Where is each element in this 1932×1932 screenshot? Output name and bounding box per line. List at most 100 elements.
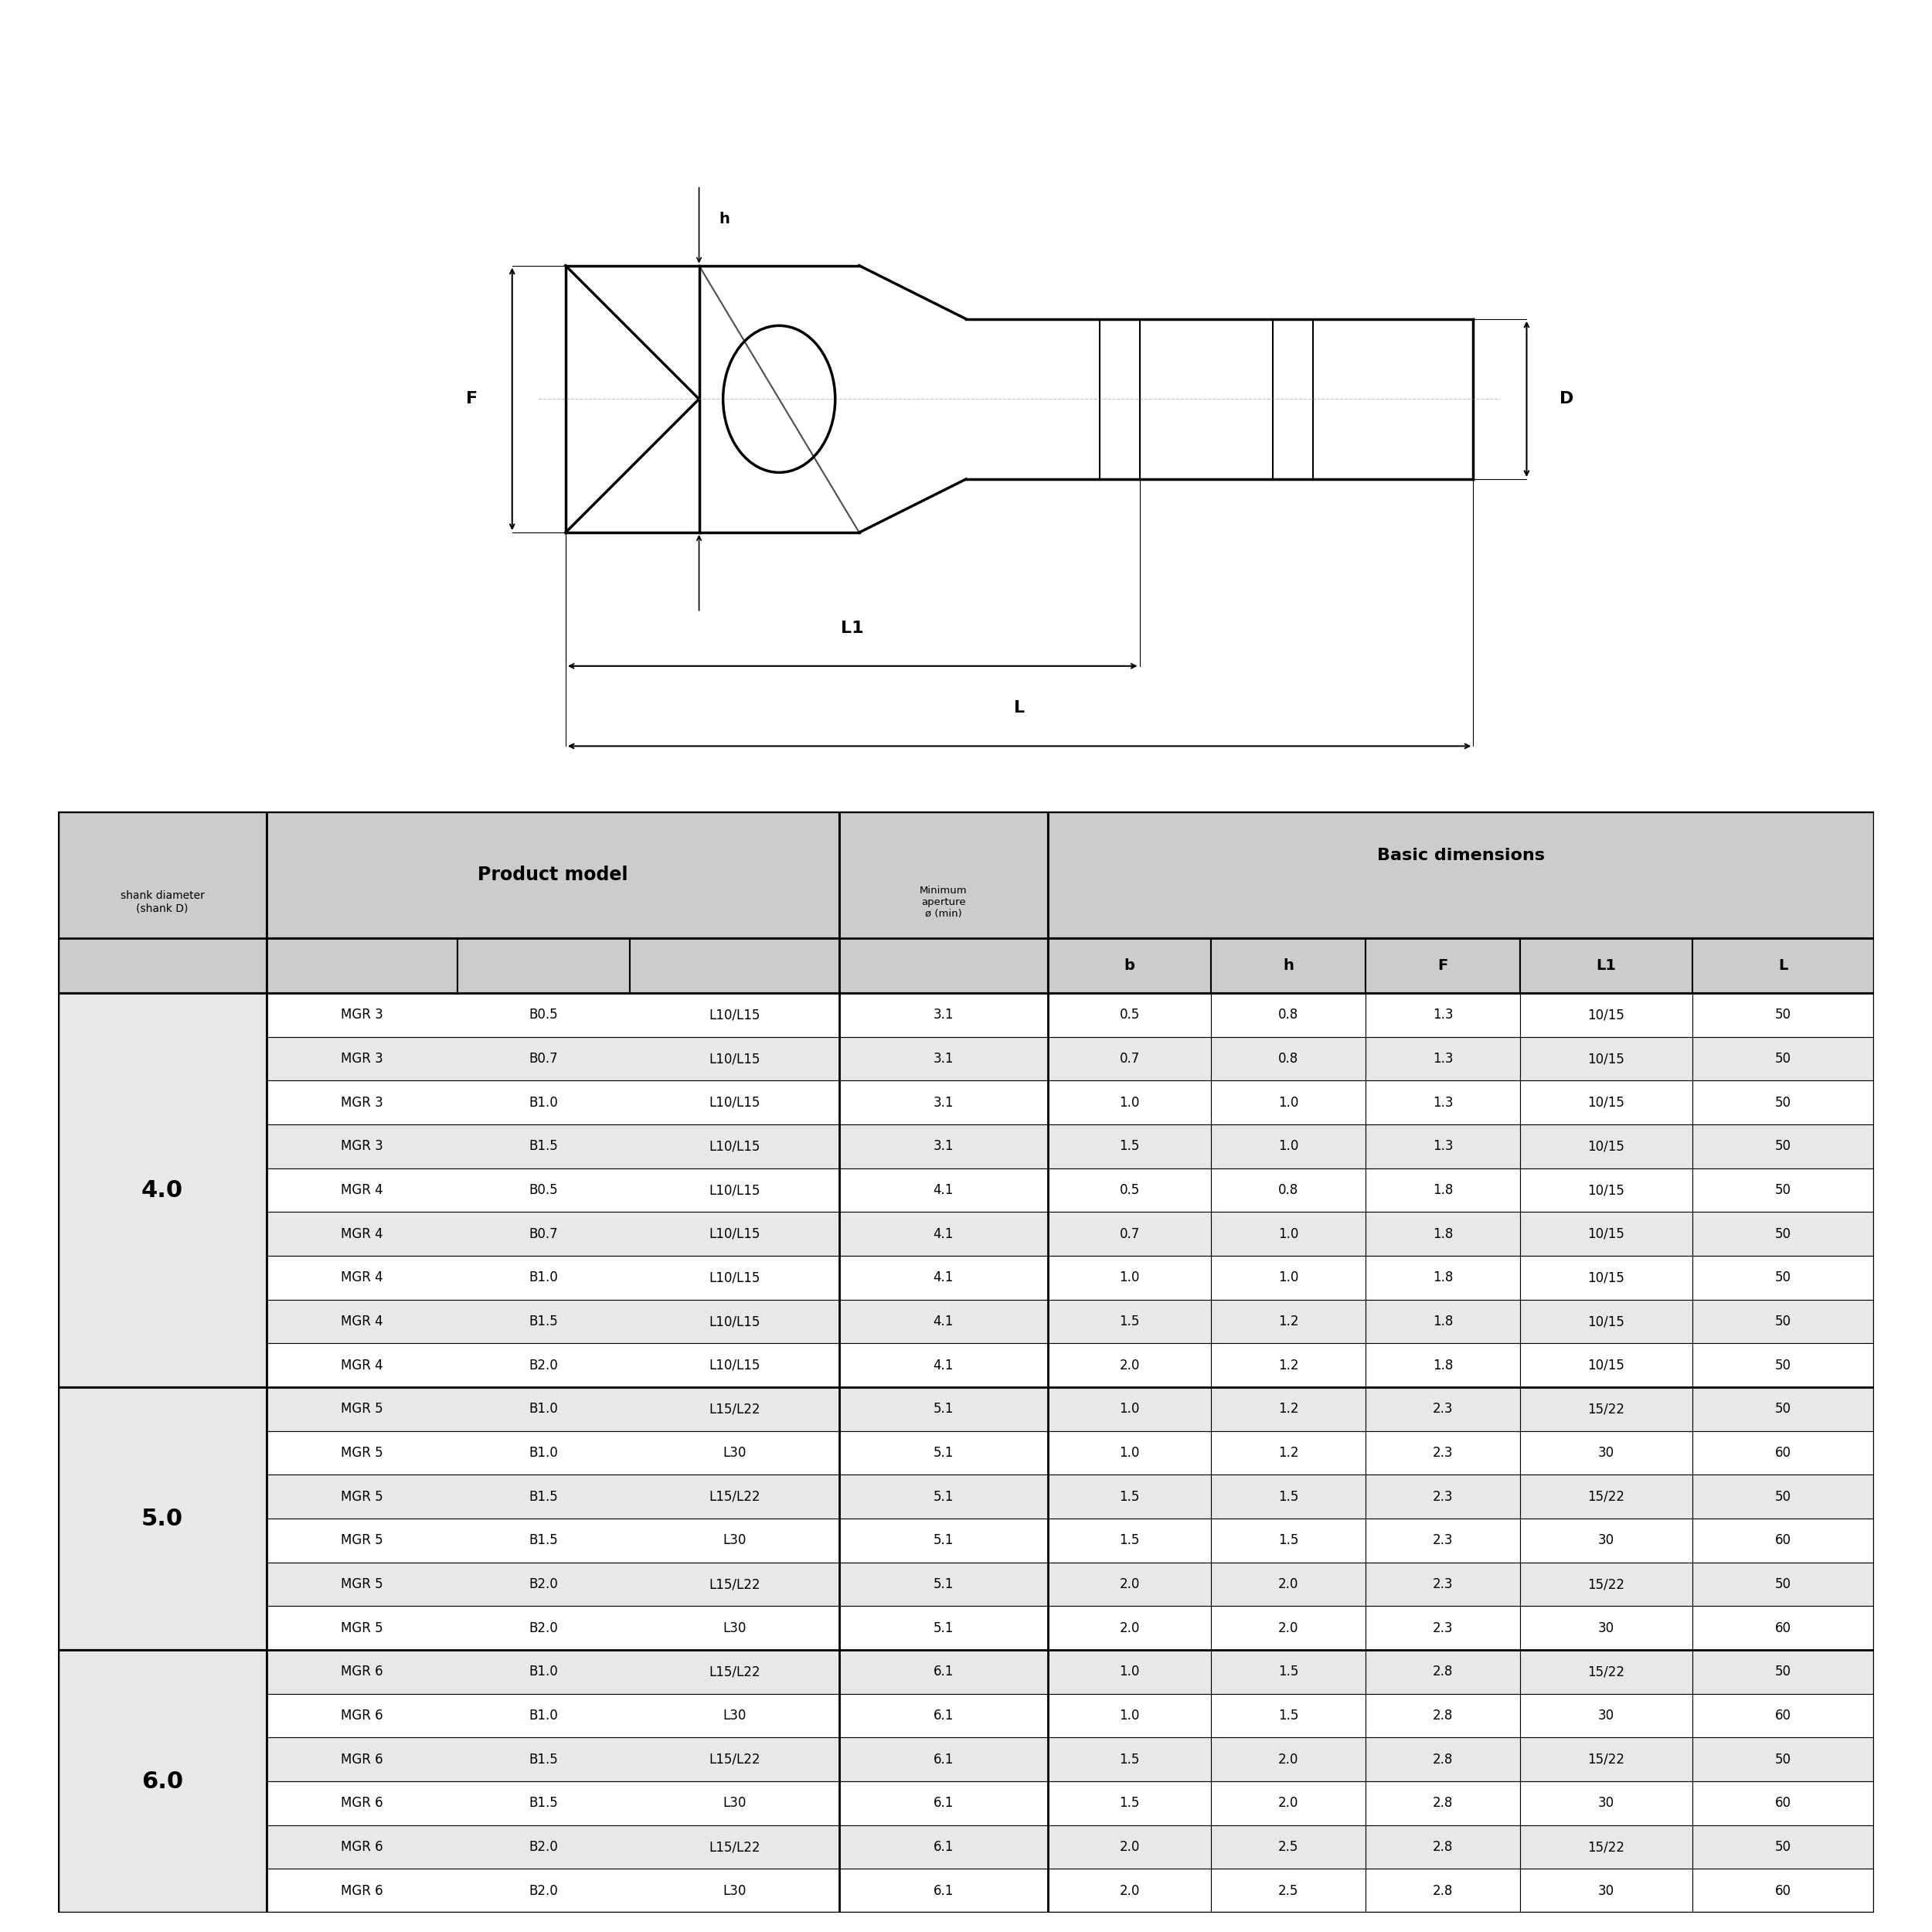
Text: MGR 6: MGR 6 <box>342 1839 383 1855</box>
Text: 1.8: 1.8 <box>1432 1182 1453 1198</box>
Bar <box>1211 1519 1366 1563</box>
Bar <box>58 1650 267 1913</box>
Bar <box>267 1519 838 1563</box>
Text: 1.3: 1.3 <box>1432 1051 1453 1066</box>
Text: 50: 50 <box>1776 1051 1791 1066</box>
Bar <box>1047 939 1211 993</box>
Bar <box>838 1432 1047 1474</box>
Text: 50: 50 <box>1776 1665 1791 1679</box>
Text: 60: 60 <box>1776 1445 1791 1461</box>
Bar <box>267 1868 838 1913</box>
Text: shank diameter
(shank D): shank diameter (shank D) <box>120 891 205 914</box>
Text: 5.1: 5.1 <box>933 1577 954 1592</box>
Bar <box>1692 1694 1874 1737</box>
Bar <box>1047 1124 1211 1169</box>
Text: L10/L15: L10/L15 <box>709 1140 759 1153</box>
Text: 0.7: 0.7 <box>1119 1227 1140 1240</box>
Bar <box>1692 1387 1874 1432</box>
Bar <box>1047 1519 1211 1563</box>
Bar <box>838 1519 1047 1563</box>
Text: 6.1: 6.1 <box>933 1708 954 1723</box>
Text: L15/L22: L15/L22 <box>709 1490 759 1503</box>
Text: L15/L22: L15/L22 <box>709 1665 759 1679</box>
Bar <box>1520 1563 1692 1605</box>
Text: 15/22: 15/22 <box>1588 1839 1625 1855</box>
Text: B1.5: B1.5 <box>529 1752 558 1766</box>
Text: MGR 4: MGR 4 <box>342 1271 383 1285</box>
Bar <box>1520 1080 1692 1124</box>
Text: L15/L22: L15/L22 <box>709 1403 759 1416</box>
Bar <box>838 1124 1047 1169</box>
Text: L10/L15: L10/L15 <box>709 1182 759 1198</box>
Bar <box>267 1169 838 1211</box>
Text: 2.8: 2.8 <box>1432 1708 1453 1723</box>
Bar <box>1520 1300 1692 1343</box>
Bar <box>838 1868 1047 1913</box>
Text: 2.5: 2.5 <box>1279 1884 1298 1897</box>
Bar <box>1211 1605 1366 1650</box>
Bar <box>1366 993 1520 1037</box>
Text: MGR 3: MGR 3 <box>342 1009 383 1022</box>
Bar <box>1366 1300 1520 1343</box>
Bar <box>1047 1387 1211 1432</box>
Text: B2.0: B2.0 <box>529 1884 558 1897</box>
Text: 6.1: 6.1 <box>933 1884 954 1897</box>
Bar <box>267 1343 838 1387</box>
Text: 50: 50 <box>1776 1271 1791 1285</box>
Text: h: h <box>1283 958 1294 974</box>
Bar <box>1047 1650 1211 1694</box>
Bar <box>267 1124 838 1169</box>
Text: 30: 30 <box>1598 1708 1615 1723</box>
Text: 30: 30 <box>1598 1884 1615 1897</box>
Text: 15/22: 15/22 <box>1588 1752 1625 1766</box>
Text: 1.8: 1.8 <box>1432 1314 1453 1329</box>
Text: 1.5: 1.5 <box>1279 1708 1298 1723</box>
Text: 1.0: 1.0 <box>1119 1271 1140 1285</box>
Bar <box>1692 1474 1874 1519</box>
Bar <box>1211 1387 1366 1432</box>
Bar <box>267 1694 838 1737</box>
Bar <box>1047 1694 1211 1737</box>
Text: 2.3: 2.3 <box>1432 1445 1453 1461</box>
Text: MGR 3: MGR 3 <box>342 1140 383 1153</box>
Bar <box>1520 1124 1692 1169</box>
Text: 2.0: 2.0 <box>1119 1577 1140 1592</box>
Bar <box>1366 1650 1520 1694</box>
Text: 50: 50 <box>1776 1839 1791 1855</box>
Text: B0.7: B0.7 <box>529 1051 558 1066</box>
Text: F: F <box>466 392 477 408</box>
Bar <box>1520 1737 1692 1781</box>
Text: 1.5: 1.5 <box>1119 1314 1140 1329</box>
Text: Basic dimensions: Basic dimensions <box>1378 848 1546 864</box>
Bar <box>1047 1605 1211 1650</box>
Bar <box>838 1694 1047 1737</box>
Bar <box>838 1605 1047 1650</box>
Bar <box>1692 1300 1874 1343</box>
Text: 1.2: 1.2 <box>1279 1358 1298 1372</box>
Text: 2.0: 2.0 <box>1279 1797 1298 1810</box>
Text: 50: 50 <box>1776 1490 1791 1503</box>
Bar <box>838 1826 1047 1868</box>
Text: 10/15: 10/15 <box>1588 1227 1625 1240</box>
Bar <box>1211 1343 1366 1387</box>
Bar <box>1047 1826 1211 1868</box>
Text: 60: 60 <box>1776 1534 1791 1548</box>
Text: 0.5: 0.5 <box>1119 1009 1140 1022</box>
Bar <box>1211 1474 1366 1519</box>
Text: 6.1: 6.1 <box>933 1665 954 1679</box>
Text: 2.0: 2.0 <box>1119 1839 1140 1855</box>
Text: 1.0: 1.0 <box>1119 1445 1140 1461</box>
Text: 4.1: 4.1 <box>933 1271 954 1285</box>
Text: 50: 50 <box>1776 1009 1791 1022</box>
Text: MGR 4: MGR 4 <box>342 1358 383 1372</box>
Text: MGR 6: MGR 6 <box>342 1797 383 1810</box>
Text: 10/15: 10/15 <box>1588 1358 1625 1372</box>
Text: 30: 30 <box>1598 1621 1615 1634</box>
Text: b: b <box>1124 958 1134 974</box>
Bar <box>1692 1256 1874 1300</box>
Bar <box>1520 1868 1692 1913</box>
Bar <box>267 1387 838 1432</box>
Text: 2.8: 2.8 <box>1432 1839 1453 1855</box>
Bar <box>838 1256 1047 1300</box>
Text: 4.0: 4.0 <box>141 1179 184 1202</box>
